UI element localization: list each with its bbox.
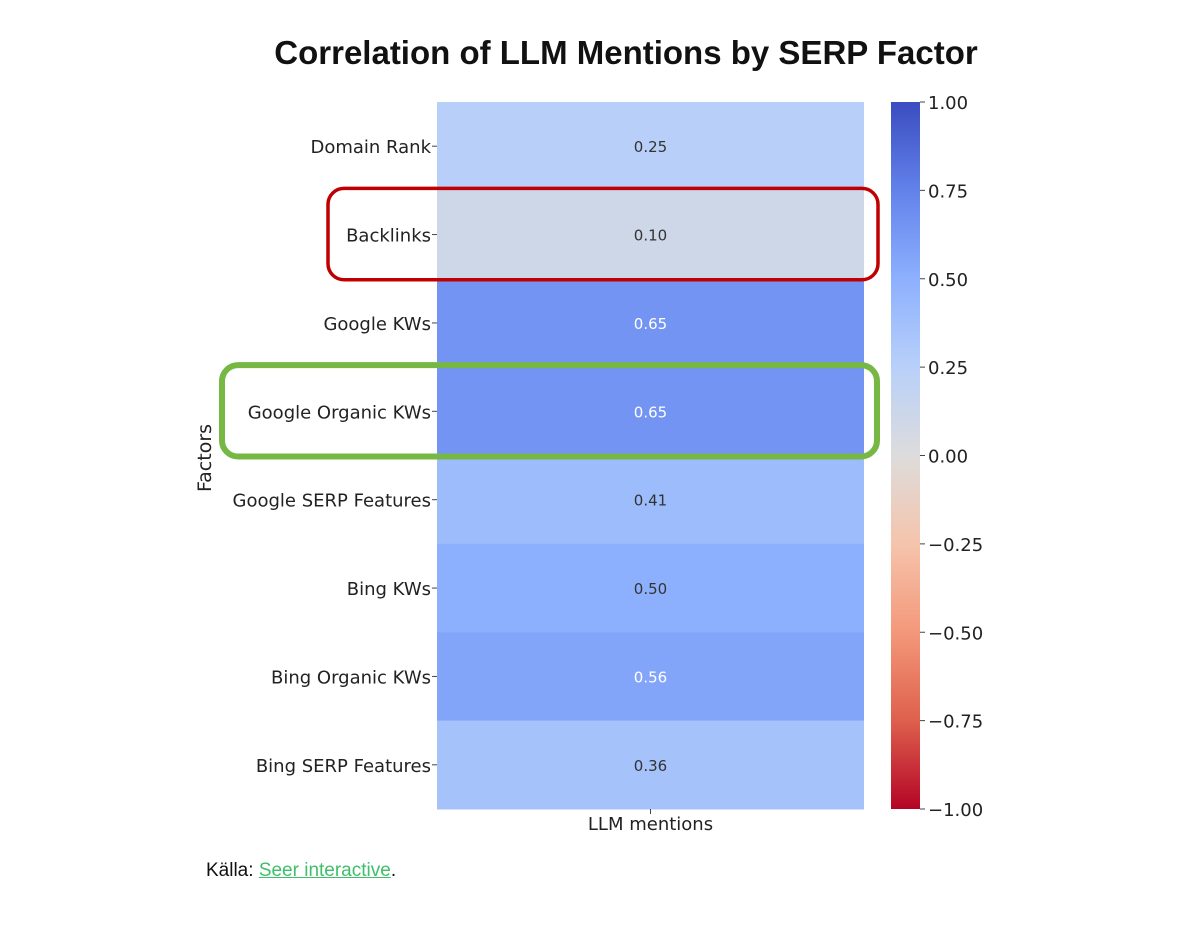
heatmap-cell: [437, 190, 864, 280]
cell-value-label: 0.41: [634, 492, 667, 510]
cell-value-label: 0.10: [634, 227, 667, 245]
colorbar-tick-label: −1.00: [928, 800, 983, 821]
heatmap-cell: [437, 278, 864, 368]
cell-value-label: 0.36: [634, 757, 667, 775]
colorbar-tick-label: −0.50: [928, 623, 983, 644]
y-tick-label: Google SERP Features: [233, 491, 431, 512]
colorbar-tick-label: 1.00: [928, 93, 968, 114]
cell-value-label: 0.25: [634, 138, 667, 156]
colorbar: [891, 102, 920, 809]
heatmap-cells: 0.25 0.10 0.65 0.65 0.41 0.50 0.56 0.36: [437, 102, 864, 810]
y-tick-label: Bing SERP Features: [256, 756, 431, 777]
y-tick-label: Backlinks: [346, 226, 431, 247]
y-tick-label: Bing Organic KWs: [271, 667, 431, 688]
heatmap-cell: [437, 632, 864, 722]
y-tick-label: Google Organic KWs: [248, 402, 431, 423]
heatmap-cell: [437, 367, 864, 456]
colorbar-tick-label: −0.75: [928, 712, 983, 733]
highlight-box: [219, 362, 880, 460]
source-link[interactable]: Seer interactive: [258, 860, 391, 881]
heatmap-cell: [437, 102, 864, 191]
highlight-boxes: [219, 186, 880, 460]
colorbar-ticks: 1.00 0.75 0.50 0.25 0.00 −0.25 −0.50 −0.75 −1.00: [920, 93, 983, 821]
y-tick-label: Domain Rank: [310, 137, 431, 158]
chart-container: Correlation of LLM Mentions by SERP Fact…: [194, 34, 983, 835]
source-suffix: .: [390, 860, 397, 881]
cell-value-label: 0.50: [634, 580, 667, 598]
colorbar-gradient: [891, 102, 920, 809]
heatmap-cell: [437, 720, 864, 810]
colorbar-tick-label: −0.25: [928, 535, 983, 556]
x-tick-labels: LLM mentions: [588, 809, 713, 835]
chart-title: Correlation of LLM Mentions by SERP Fact…: [274, 34, 978, 71]
y-tick-label: Google KWs: [323, 314, 431, 335]
colorbar-tick-label: 0.50: [928, 270, 968, 291]
heatmap-cell: [437, 455, 864, 545]
colorbar-tick-label: 0.25: [928, 358, 968, 379]
y-axis-label: Factors: [194, 424, 216, 492]
y-tick-label: Bing KWs: [347, 579, 431, 600]
x-tick-label: LLM mentions: [588, 814, 713, 835]
cell-value-label: 0.65: [634, 403, 667, 421]
cell-value-label: 0.65: [634, 315, 667, 333]
source-credit: Källa: Seer interactive.: [206, 860, 396, 882]
cell-value-label: 0.56: [634, 668, 667, 686]
y-tick-labels: Domain Rank Backlinks Google KWs Google Org…: [233, 137, 437, 777]
colorbar-tick-label: 0.75: [928, 181, 968, 202]
source-prefix: Källa:: [206, 860, 259, 881]
heatmap-chart: Correlation of LLM Mentions by SERP Fact…: [194, 34, 983, 835]
heatmap-cell: [437, 543, 864, 633]
highlight-box: [326, 186, 880, 282]
colorbar-tick-label: 0.00: [928, 447, 968, 468]
